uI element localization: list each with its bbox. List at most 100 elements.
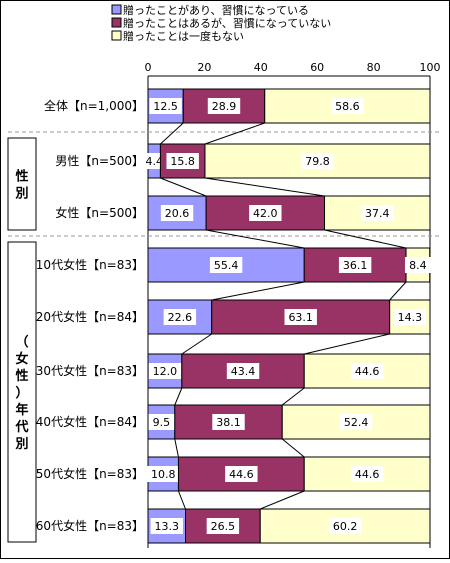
data-label-bg [338, 257, 372, 273]
data-label-bg [393, 309, 427, 325]
connector-line [204, 122, 265, 145]
connector-line [211, 281, 305, 301]
data-label: 8.4 [409, 259, 427, 272]
category-label: 40代女性【n=84】 [36, 414, 144, 429]
legend-label: 贈ったことは一度もない [123, 29, 244, 43]
connector-line [260, 490, 305, 510]
group-label-char: 年 [15, 402, 28, 418]
connector-line [181, 333, 213, 355]
group-box [7, 137, 37, 231]
data-label-bg [163, 309, 197, 325]
legend-swatch [111, 17, 122, 28]
data-label: 9.5 [153, 416, 171, 429]
legend: 贈ったことがあり、習慣になっている贈ったことはあるが、習慣になっていない贈ったこ… [111, 3, 331, 43]
data-label-bg [339, 414, 373, 430]
data-label-bg [147, 466, 180, 482]
x-tick-label: 80 [367, 61, 381, 74]
group-label-char: （ [15, 334, 28, 350]
data-label: 44.6 [229, 468, 254, 481]
category-labels: 全体【n=1,000】男性【n=500】女性【n=500】 10代女性【n=83】… [36, 98, 144, 533]
legend-label: 贈ったことがあり、習慣になっている [123, 3, 309, 17]
bar-segment [303, 247, 407, 283]
bar-segment [211, 299, 391, 335]
group-label-char: 性 [15, 368, 28, 384]
data-label-bg [404, 257, 431, 273]
data-label: 55.4 [214, 259, 239, 272]
data-label: 58.6 [335, 100, 360, 113]
data-label: 12.5 [153, 100, 178, 113]
x-tick-label: 20 [197, 61, 211, 74]
data-label: 22.6 [168, 311, 193, 324]
data-label: 79.8 [305, 155, 330, 168]
x-tick-label: 0 [145, 61, 152, 74]
category-label: 男性【n=500】 [55, 154, 144, 168]
data-label-bg [206, 518, 240, 534]
data-label-bg [150, 518, 183, 534]
data-label: 52.4 [344, 416, 369, 429]
data-label-bg [149, 98, 182, 114]
connector-line [160, 122, 184, 145]
group-labels: 性別性別（女性）年代別（女性）年代別 [7, 131, 440, 543]
data-label: 38.1 [216, 416, 241, 429]
data-label-bg [301, 153, 334, 169]
category-label: 20代女性【n=84】 [36, 309, 144, 324]
data-label: 26.5 [211, 520, 236, 533]
connector-line [160, 177, 207, 197]
data-label-bg [350, 363, 384, 379]
data-label: 44.6 [355, 468, 380, 481]
group-box [7, 241, 37, 543]
group-label-char: 性 [15, 169, 28, 185]
legend-label: 贈ったことはあるが、習慣になっていない [123, 16, 331, 30]
connector-line [281, 387, 305, 406]
data-label: 4.4 [145, 155, 163, 168]
data-label: 63.1 [288, 311, 313, 324]
bar-segment [181, 353, 305, 389]
x-tick-label: 100 [420, 61, 441, 74]
data-label: 43.4 [231, 365, 256, 378]
data-label: 28.9 [212, 100, 237, 113]
connector-line [304, 333, 390, 355]
data-label: 14.3 [398, 311, 423, 324]
bars: 12.5 28.9 58.6 4.4 15.8 79.8 20.6 42.0 37.4 55.4 3… [141, 88, 431, 544]
group-label-char: 別 [14, 187, 28, 202]
group-label-char: 女 [15, 351, 28, 367]
data-label: 10.8 [151, 468, 176, 481]
connector-line [324, 229, 407, 249]
data-label: 60.2 [333, 520, 358, 533]
data-label-bg [148, 363, 182, 379]
data-label-bg [225, 466, 258, 482]
data-label-bg [212, 414, 245, 430]
x-tick-label: 40 [254, 61, 268, 74]
data-label-bg [207, 98, 241, 114]
data-label-bg [361, 205, 394, 221]
category-label: 50代女性【n=83】 [36, 466, 144, 481]
category-label: 全体【n=1,000】 [44, 98, 144, 113]
connector-line [177, 490, 186, 510]
data-label: 20.6 [165, 207, 190, 220]
category-label: 10代女性【n=83】 [36, 257, 144, 272]
legend-swatch [111, 30, 122, 41]
category-label: 女性【n=500】 [55, 205, 144, 220]
connector-line [204, 177, 325, 197]
data-label: 36.1 [343, 259, 368, 272]
data-label: 37.4 [365, 207, 390, 220]
bar-connectors [160, 122, 407, 510]
data-label-bg [284, 309, 317, 325]
data-label-bg [148, 414, 175, 430]
data-label: 44.6 [355, 365, 380, 378]
data-label-bg [350, 466, 384, 482]
connector-line [174, 387, 183, 406]
category-label: 60代女性【n=83】 [36, 518, 144, 533]
data-label-bg [166, 153, 199, 169]
data-label: 12.0 [153, 365, 178, 378]
connector-line [281, 438, 305, 458]
connector-line [389, 281, 407, 301]
group-label-char: 代 [14, 419, 28, 435]
connector-line [174, 438, 179, 458]
connector-line [206, 229, 305, 249]
x-tick-label: 60 [310, 61, 324, 74]
data-label: 13.3 [155, 520, 180, 533]
data-label-bg [160, 205, 194, 221]
